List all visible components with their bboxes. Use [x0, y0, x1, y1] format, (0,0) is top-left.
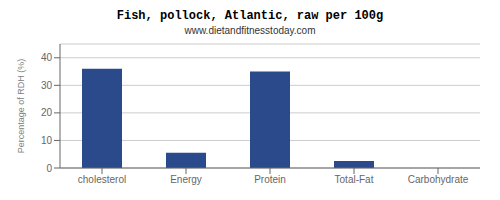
svg-text:cholesterol: cholesterol: [78, 174, 126, 185]
svg-text:Energy: Energy: [170, 174, 202, 185]
svg-text:Carbohydrate: Carbohydrate: [408, 174, 469, 185]
svg-text:Percentage of RDH (%): Percentage of RDH (%): [16, 59, 26, 154]
svg-text:Total-Fat: Total-Fat: [335, 174, 374, 185]
svg-text:40: 40: [41, 52, 53, 63]
svg-text:10: 10: [41, 135, 53, 146]
svg-text:Protein: Protein: [254, 174, 286, 185]
svg-text:30: 30: [41, 80, 53, 91]
svg-text:20: 20: [41, 107, 53, 118]
html-text:Fish, pollock, Atlantic, raw p: Fish, pollock, Atlantic, raw per 100g: [116, 9, 384, 23]
svg-text:0: 0: [46, 163, 52, 174]
html-text:www.dietandfitnesstoday.com: www.dietandfitnesstoday.com: [184, 25, 316, 36]
